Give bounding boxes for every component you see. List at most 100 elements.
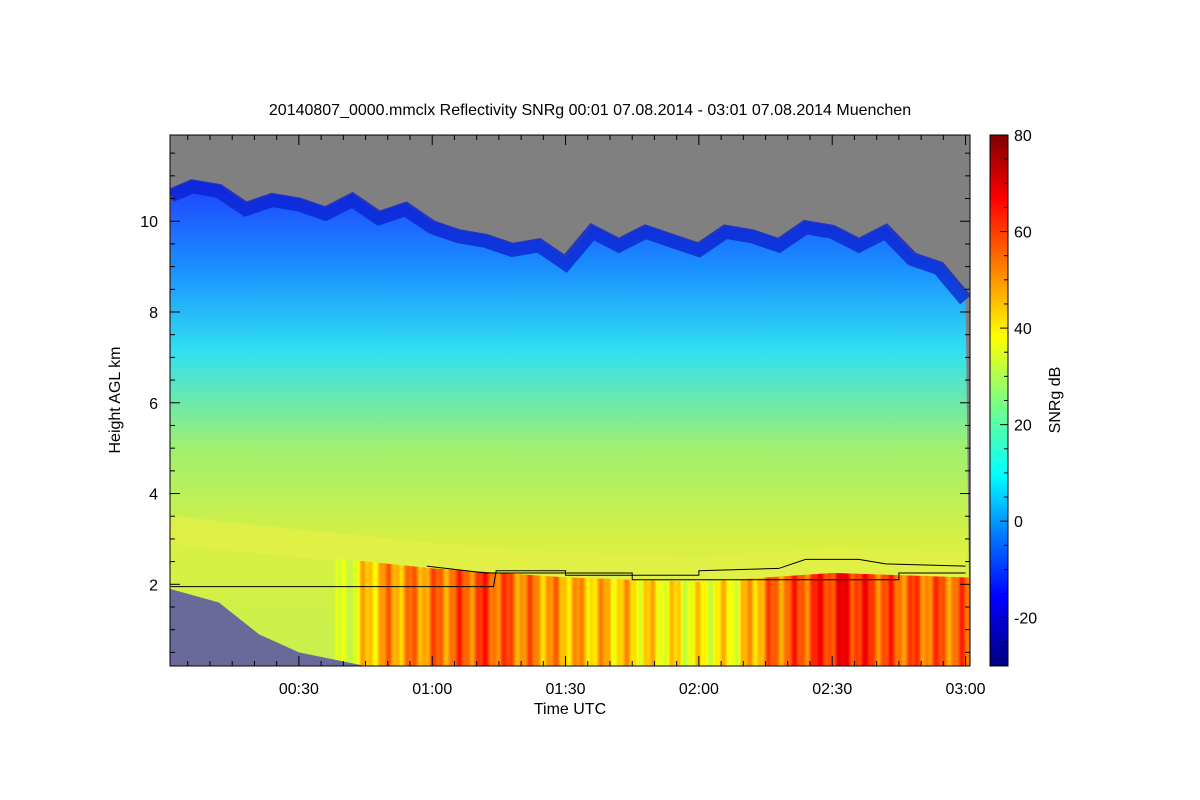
rain-column	[816, 574, 819, 666]
y-tick-label: 6	[149, 396, 158, 413]
rain-column	[512, 573, 514, 666]
rain-column	[680, 581, 682, 666]
rain-column	[460, 570, 462, 666]
rain-column	[725, 580, 728, 666]
rain-column	[426, 567, 429, 666]
rain-column	[566, 577, 569, 666]
rain-column	[461, 570, 463, 666]
rain-column	[766, 577, 769, 666]
rain-column	[345, 559, 348, 666]
rain-column	[484, 571, 487, 666]
rain-column	[686, 581, 689, 666]
rain-column	[473, 571, 476, 666]
rain-column	[860, 573, 862, 666]
rain-column	[515, 574, 518, 666]
rain-column	[794, 575, 797, 666]
rain-column	[883, 574, 886, 666]
rain-column	[552, 576, 554, 666]
rain-column	[768, 577, 771, 666]
rain-column	[857, 573, 860, 666]
rain-column	[606, 578, 609, 666]
rain-column	[453, 569, 456, 666]
rain-column	[352, 560, 354, 666]
rain-column	[341, 559, 343, 666]
rain-column	[432, 568, 434, 666]
rain-column	[543, 575, 546, 666]
rain-column	[653, 580, 656, 666]
rain-column	[445, 569, 448, 666]
rain-column	[868, 574, 871, 666]
rain-column	[394, 564, 397, 666]
rain-column	[833, 572, 836, 666]
rain-column	[762, 577, 764, 666]
rain-column	[367, 561, 370, 666]
rain-column	[612, 579, 614, 666]
rain-column	[641, 580, 643, 666]
rain-column	[870, 574, 872, 666]
rain-column	[497, 572, 500, 666]
rain-column	[721, 580, 723, 666]
rain-column	[850, 573, 852, 666]
rain-column	[414, 566, 417, 666]
rain-column	[648, 580, 651, 666]
x-tick-label: 02:30	[812, 681, 852, 698]
rain-column	[616, 579, 619, 666]
rain-column	[338, 558, 341, 666]
rain-column	[750, 578, 752, 666]
rain-column	[783, 576, 786, 666]
rain-column	[610, 579, 612, 666]
rain-column	[374, 562, 377, 666]
rain-column	[371, 562, 373, 666]
rain-column	[468, 570, 471, 666]
rain-column	[403, 565, 406, 666]
rain-column	[353, 560, 356, 666]
rain-column	[492, 572, 494, 666]
rain-column	[502, 573, 504, 666]
rain-column	[456, 570, 459, 666]
rain-column	[756, 578, 759, 666]
rain-column	[942, 576, 944, 666]
rain-column	[597, 578, 600, 666]
rain-column	[455, 570, 458, 666]
rain-column	[493, 572, 496, 666]
rain-column	[820, 573, 822, 666]
rain-column	[368, 561, 371, 666]
rain-column	[824, 573, 827, 666]
rain-column	[617, 579, 620, 666]
rain-column	[454, 569, 457, 666]
rain-column	[410, 566, 412, 666]
rain-column	[390, 564, 392, 666]
rain-column	[498, 572, 501, 666]
rain-column	[957, 577, 960, 666]
rain-column	[753, 578, 756, 666]
rain-column	[607, 578, 610, 666]
rain-column	[650, 580, 652, 666]
rain-column	[624, 579, 627, 666]
rain-column	[657, 580, 660, 666]
rain-column	[400, 565, 402, 666]
rain-column	[700, 581, 702, 666]
rain-column	[807, 574, 810, 666]
rain-column	[893, 575, 896, 666]
rain-column	[517, 574, 520, 666]
rain-column	[728, 579, 731, 666]
rain-column	[707, 581, 710, 666]
rain-column	[690, 581, 692, 666]
rain-column	[643, 580, 646, 666]
rain-column	[737, 579, 740, 666]
rain-column	[713, 581, 716, 666]
rain-column	[494, 572, 497, 666]
colorbar-axis: -20 0 20 40 60 80	[1000, 128, 1037, 667]
rain-column	[346, 559, 349, 666]
rain-column	[773, 576, 776, 666]
rain-column	[561, 577, 563, 666]
y-tick-label: 8	[149, 305, 158, 322]
rain-column	[337, 558, 340, 666]
rain-column	[670, 581, 672, 666]
rain-column	[914, 575, 917, 666]
rain-column	[458, 570, 461, 666]
rain-column	[844, 573, 847, 666]
rain-column	[683, 581, 686, 666]
rain-column	[334, 558, 337, 666]
rain-column	[621, 579, 623, 666]
